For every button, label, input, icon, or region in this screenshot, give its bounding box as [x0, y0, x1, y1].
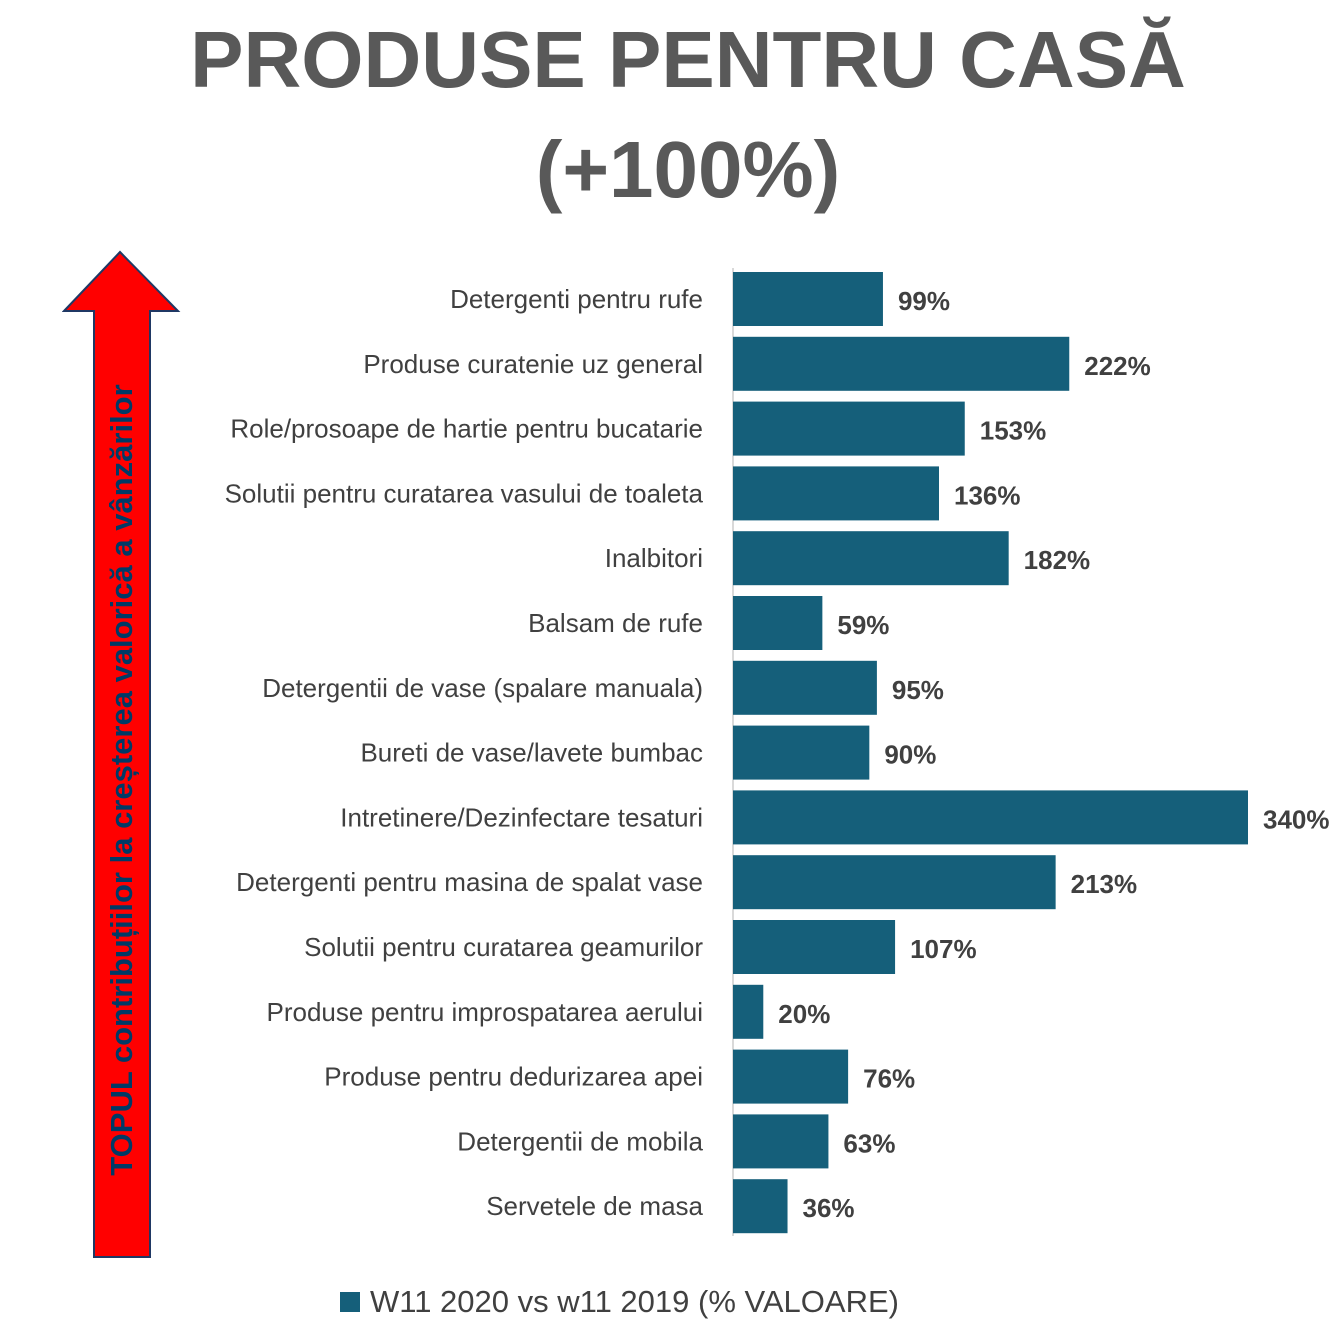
category-label: Role/prosoape de hartie pentru bucatarie	[230, 414, 703, 444]
bar	[733, 1179, 788, 1234]
category-label: Intretinere/Dezinfectare tesaturi	[340, 802, 703, 832]
bar	[733, 401, 965, 456]
category-label: Detergentii de mobila	[457, 1126, 703, 1156]
category-label: Produse curatenie uz general	[363, 349, 703, 379]
category-label: Inalbitori	[605, 543, 703, 573]
chart-title-line1: PRODUSE PENTRU CASĂ	[190, 15, 1186, 104]
data-label: 20%	[778, 999, 830, 1029]
data-label: 76%	[863, 1064, 915, 1094]
data-label: 99%	[898, 286, 950, 316]
bar	[733, 920, 896, 974]
category-label: Produse pentru dedurizarea apei	[324, 1062, 703, 1092]
bar	[733, 272, 883, 326]
bar	[733, 336, 1070, 391]
category-label: Balsam de rufe	[528, 608, 703, 638]
bar	[733, 855, 1056, 910]
bar	[733, 984, 764, 1039]
category-label: Detergenti pentru masina de spalat vase	[236, 867, 703, 897]
bar	[733, 1049, 849, 1104]
data-label: 153%	[980, 416, 1047, 446]
category-label: Servetele de masa	[486, 1191, 703, 1221]
data-label: 95%	[892, 675, 944, 705]
data-label: 222%	[1084, 351, 1151, 381]
category-label: Solutii pentru curatarea geamurilor	[304, 932, 703, 962]
bar	[733, 660, 877, 715]
bar	[733, 531, 1009, 586]
category-label: Detergentii de vase (spalare manuala)	[262, 673, 703, 703]
data-label: 59%	[837, 610, 889, 640]
bar	[733, 725, 870, 780]
up-arrow-icon	[62, 250, 181, 1258]
arrow-shape	[62, 250, 181, 1258]
data-label: 107%	[910, 934, 977, 964]
category-label: Bureti de vase/lavete bumbac	[360, 738, 703, 768]
category-label: Detergenti pentru rufe	[450, 284, 703, 314]
bar	[733, 1114, 829, 1169]
bar	[733, 790, 1248, 845]
data-label: 36%	[803, 1193, 855, 1223]
category-label: Solutii pentru curatarea vasului de toal…	[225, 478, 704, 508]
data-label: 63%	[843, 1128, 895, 1158]
data-label: 213%	[1071, 869, 1138, 899]
category-label: Produse pentru improspatarea aerului	[267, 997, 703, 1027]
bar	[733, 466, 939, 521]
data-label: 340%	[1263, 804, 1330, 834]
data-label: 90%	[884, 740, 936, 770]
legend: W11 2020 vs w11 2019 (% VALOARE)	[340, 1284, 899, 1320]
data-label: 182%	[1024, 545, 1091, 575]
bar	[733, 596, 823, 650]
legend-swatch	[340, 1292, 360, 1312]
legend-label: W11 2020 vs w11 2019 (% VALOARE)	[370, 1284, 899, 1319]
chart-title-line2: (+100%)	[535, 125, 841, 214]
data-label: 136%	[954, 480, 1021, 510]
